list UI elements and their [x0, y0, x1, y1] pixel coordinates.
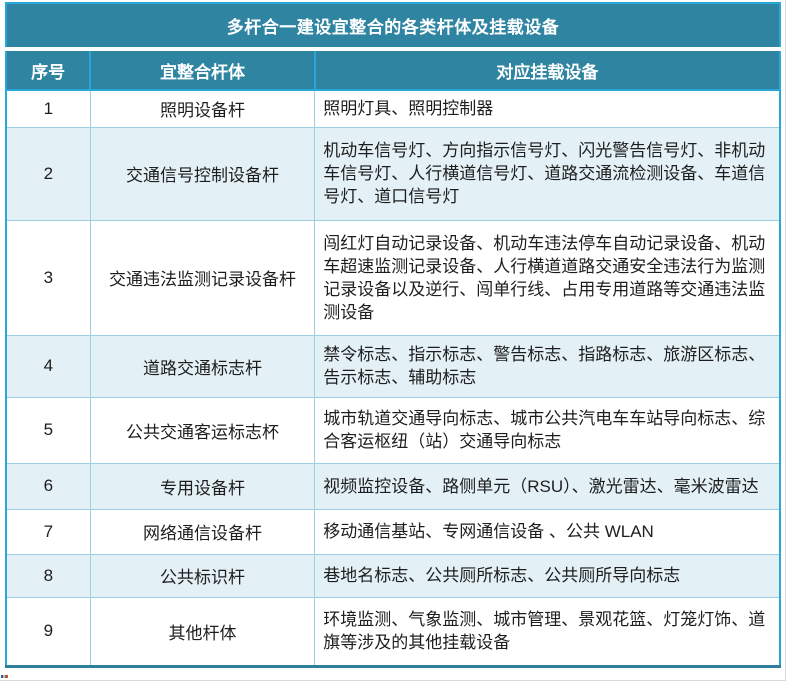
- table-row: 2 交通信号控制设备杆 机动车信号灯、方向指示信号灯、闪光警告信号灯、非机动车信…: [5, 126, 781, 221]
- table-row: 3 交通违法监测记录设备杆 闯红灯自动记录设备、机动车违法停车自动记录设备、机动…: [5, 219, 781, 336]
- row-index: 7: [5, 508, 91, 555]
- pole-type: 道路交通标志杆: [89, 334, 316, 398]
- mounted-devices: 环境监测、气象监测、城市管理、景观花篮、灯笼灯饰、道旗等涉及的其他挂载设备: [314, 596, 781, 667]
- column-header-mounted-devices: 对应挂载设备: [313, 49, 780, 91]
- row-index: 1: [5, 89, 91, 128]
- column-header-index: 序号: [6, 49, 91, 91]
- mounted-devices: 城市轨道交通导向标志、城市公共汽电车车站导向标志、综合客运枢纽（站）交通导向标志: [314, 396, 781, 464]
- row-index: 2: [5, 126, 91, 221]
- pole-type: 其他杆体: [89, 596, 316, 667]
- mounted-devices: 移动通信基站、专网通信设备 、公共 WLAN: [314, 508, 781, 555]
- pole-type: 交通信号控制设备杆: [89, 126, 316, 221]
- table-row: 9 其他杆体 环境监测、气象监测、城市管理、景观花篮、灯笼灯饰、道旗等涉及的其他…: [5, 596, 781, 667]
- pole-type: 公共交通客运标志杯: [89, 396, 316, 464]
- table-row: 4 道路交通标志杆 禁令标志、指示标志、警告标志、指路标志、旅游区标志、告示标志…: [5, 334, 781, 398]
- table-row: 1 照明设备杆 照明灯具、照明控制器: [5, 89, 781, 128]
- title-row: 多杆合一建设宜整合的各类杆体及挂载设备: [6, 3, 780, 51]
- column-header-pole-type: 宜整合杆体: [89, 49, 315, 91]
- mounted-devices: 巷地名标志、公共厕所标志、公共厕所导向标志: [314, 553, 781, 598]
- pole-type: 专用设备杆: [89, 462, 316, 510]
- table-title: 多杆合一建设宜整合的各类杆体及挂载设备: [6, 3, 780, 51]
- table-row: 7 网络通信设备杆 移动通信基站、专网通信设备 、公共 WLAN: [5, 508, 781, 555]
- mounted-devices: 视频监控设备、路侧单元（RSU）、激光雷达、毫米波雷达: [314, 462, 781, 510]
- table-row: 5 公共交通客运标志杯 城市轨道交通导向标志、城市公共汽电车车站导向标志、综合客…: [5, 396, 781, 464]
- header-row: 序号 宜整合杆体 对应挂载设备: [6, 49, 780, 91]
- pole-type: 公共标识杆: [89, 553, 316, 598]
- mounted-devices: 闯红灯自动记录设备、机动车违法停车自动记录设备、机动车超速监测记录设备、人行横道…: [314, 219, 781, 336]
- row-index: 9: [5, 596, 91, 667]
- pole-type: 照明设备杆: [89, 89, 316, 128]
- row-index: 5: [5, 396, 91, 464]
- pole-integration-table: 多杆合一建设宜整合的各类杆体及挂载设备 序号 宜整合杆体 对应挂载设备 1 照明…: [5, 2, 781, 668]
- pixel-artifact: [1, 675, 8, 678]
- mounted-devices: 照明灯具、照明控制器: [314, 89, 781, 128]
- row-index: 4: [5, 334, 91, 398]
- row-index: 8: [5, 553, 91, 598]
- mounted-devices: 禁令标志、指示标志、警告标志、指路标志、旅游区标志、告示标志、辅助标志: [314, 334, 781, 398]
- table-row: 8 公共标识杆 巷地名标志、公共厕所标志、公共厕所导向标志: [5, 553, 781, 598]
- pole-type: 交通违法监测记录设备杆: [89, 219, 316, 336]
- table-row: 6 专用设备杆 视频监控设备、路侧单元（RSU）、激光雷达、毫米波雷达: [5, 462, 781, 510]
- pole-type: 网络通信设备杆: [89, 508, 316, 555]
- row-index: 3: [5, 219, 91, 336]
- row-index: 6: [5, 462, 91, 510]
- mounted-devices: 机动车信号灯、方向指示信号灯、闪光警告信号灯、非机动车信号灯、人行横道信号灯、道…: [314, 126, 781, 221]
